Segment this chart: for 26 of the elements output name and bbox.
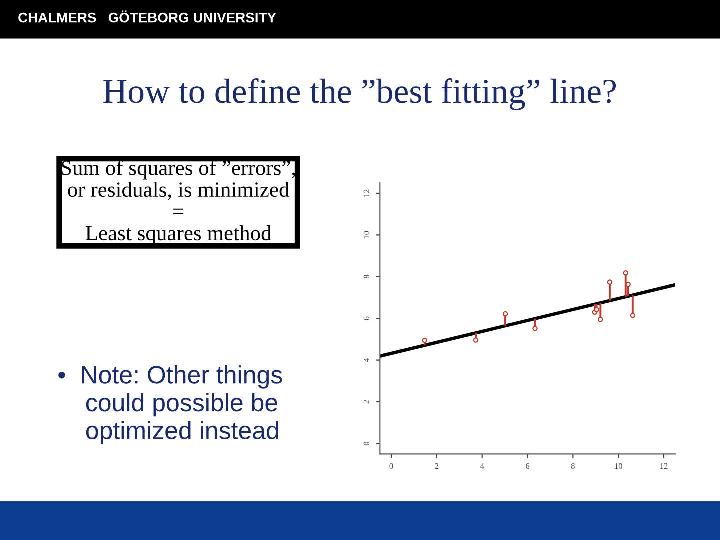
text: • Note: Other things could possible be optimized instead xyxy=(58,366,282,444)
y-tick-label: 6 xyxy=(364,316,370,320)
y-tick-label: 4 xyxy=(364,358,370,362)
x-tick-label: 2 xyxy=(435,463,439,469)
text: CHALMERS GÖTEBORG UNIVERSITY xyxy=(18,10,276,23)
point xyxy=(623,270,628,276)
x-tick-label: 10 xyxy=(615,463,622,470)
point xyxy=(422,338,428,344)
point xyxy=(630,313,636,318)
x-tick-label: 6 xyxy=(526,463,530,470)
point xyxy=(607,280,613,285)
point xyxy=(502,311,508,317)
y-tick-label: 12 xyxy=(364,190,370,197)
y-tick-label: 8 xyxy=(364,275,370,279)
y-tick-label: 10 xyxy=(364,231,370,239)
x-tick-label: 0 xyxy=(390,463,394,470)
x-tick-label: 4 xyxy=(480,463,484,469)
point xyxy=(473,338,479,343)
x-tick-label: 12 xyxy=(660,463,668,469)
point xyxy=(532,326,538,332)
y-tick-label: 0 xyxy=(364,442,370,446)
y-tick-label: 2 xyxy=(364,400,370,404)
point xyxy=(598,317,604,322)
chart-title: How to define the ”best fitting” line? xyxy=(104,78,616,110)
point xyxy=(594,307,600,312)
x-tick-label: 8 xyxy=(571,463,575,470)
